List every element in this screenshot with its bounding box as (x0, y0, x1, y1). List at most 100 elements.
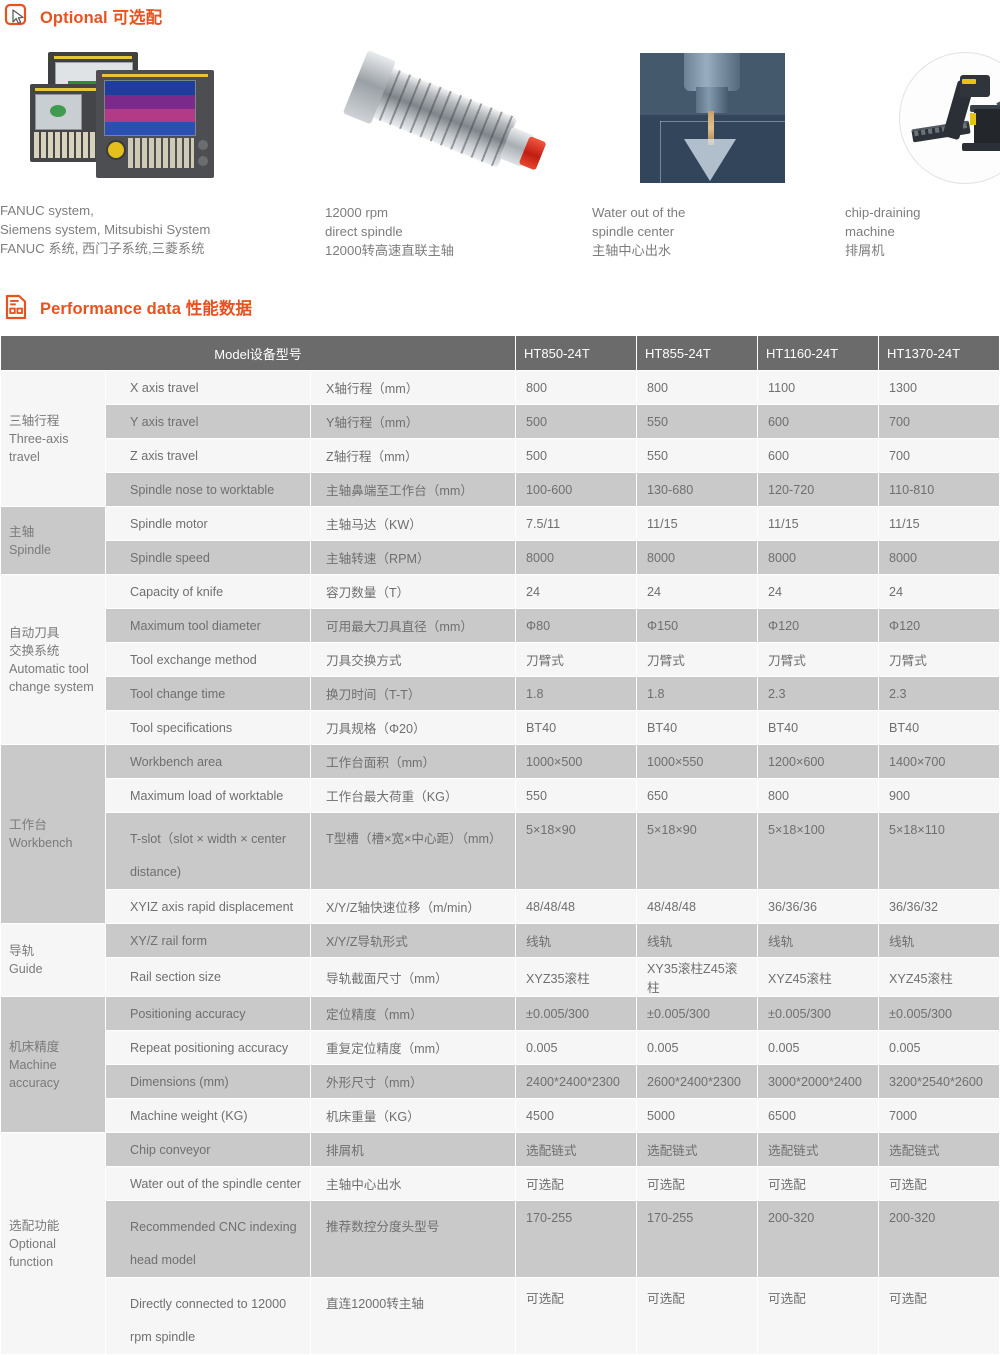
cursor-square-icon (4, 3, 28, 29)
spec-value-1: 550 (636, 404, 759, 439)
spec-label-en: Rail section size (105, 957, 311, 997)
spec-label-en: T-slot（slot × width × center distance) (105, 812, 311, 890)
spec-value-0: 48/48/48 (515, 889, 638, 924)
spec-value-0: 可选配 (515, 1166, 638, 1201)
spec-label-cn: 直连12000转主轴 (309, 1277, 517, 1355)
spec-label-en: Spindle speed (105, 540, 311, 575)
spec-value-3: 24 (878, 574, 1000, 609)
spec-value-2: 1100 (757, 370, 880, 405)
spec-value-2: 选配链式 (757, 1132, 880, 1167)
chip-draining-machine-image (845, 40, 1000, 195)
spec-value-0: 2400*2400*2300 (515, 1064, 638, 1099)
spec-value-1: 24 (636, 574, 759, 609)
model-header: Model设备型号 (0, 335, 517, 371)
column-header-1: HT855-24T (636, 335, 759, 371)
spec-label-en: X axis travel (105, 370, 311, 405)
spec-label-cn: 主轴转速（RPM） (309, 540, 517, 575)
spec-value-1: ±0.005/300 (636, 996, 759, 1031)
spec-value-0: 170-255 (515, 1200, 638, 1278)
spindle-center-water-image (592, 40, 832, 195)
table-row: 导轨 Guide XY/Z rail form X/Y/Z导轨形式 线轨 线轨 线轨 线轨 (0, 923, 1000, 997)
spec-value-0: 选配链式 (515, 1132, 638, 1167)
spec-value-3: 线轨 (878, 923, 1000, 958)
spec-label-cn: 工作台最大荷重（KG） (309, 778, 517, 813)
spec-label-cn: X/Y/Z轴快速位移（m/min） (309, 889, 517, 924)
spec-value-2: 600 (757, 438, 880, 473)
column-header-2: HT1160-24T (757, 335, 880, 371)
spec-label-cn: 换刀时间（T-T） (309, 676, 517, 711)
spec-value-2: 11/15 (757, 506, 880, 541)
spec-value-0: 500 (515, 438, 638, 473)
spec-value-2: 0.005 (757, 1030, 880, 1065)
spec-label-en: XYIZ axis rapid displacement (105, 889, 311, 924)
spec-label-cn: 刀具规格（Φ20） (309, 710, 517, 745)
spec-label-en: Directly connected to 12000 rpm spindle (105, 1277, 311, 1355)
cnc-control-panel-image (0, 40, 240, 195)
spec-label-cn: 容刀数量（T） (309, 574, 517, 609)
spec-value-2: BT40 (757, 710, 880, 745)
spec-value-1: 5000 (636, 1098, 759, 1133)
table-row: 工作台 Workbench Workbench area 工作台面积（mm） 1000… (0, 744, 1000, 924)
table-row: 机床精度 Machine accuracy Positioning accurac… (0, 996, 1000, 1133)
spec-value-1: 2600*2400*2300 (636, 1064, 759, 1099)
spec-value-2: 5×18×100 (757, 812, 880, 890)
spec-value-2: XYZ45滚柱 (757, 957, 880, 997)
spec-label-cn: 外形尺寸（mm） (309, 1064, 517, 1099)
spec-value-2: 6500 (757, 1098, 880, 1133)
table-row: Tool specifications 刀具规格（Φ20） BT40 BT40 BT40… (1, 710, 1000, 745)
spec-label-cn: 定位精度（mm） (309, 996, 517, 1031)
table-row: 选配功能 Optional function Chip conveyor 排屑机 选配… (0, 1132, 1000, 1355)
spec-value-0: 线轨 (515, 923, 638, 958)
table-row: Tool exchange method 刀具交换方式 刀臂式 刀臂式 刀臂式 刀臂式 (1, 642, 1000, 677)
spec-value-1: 线轨 (636, 923, 759, 958)
table-row: Directly connected to 12000 rpm spindle 直… (1, 1277, 1000, 1355)
spec-value-2: 1200×600 (757, 744, 880, 779)
spec-label-cn: X轴行程（mm） (309, 370, 517, 405)
spec-value-3: 11/15 (878, 506, 1000, 541)
spec-value-1: XY35滚柱Z45滚柱 (636, 957, 759, 997)
spec-value-2: 600 (757, 404, 880, 439)
spec-value-2: 120-720 (757, 472, 880, 507)
spec-value-1: Φ150 (636, 608, 759, 643)
spec-label-en: Z axis travel (105, 438, 311, 473)
table-header-row: Model设备型号 HT850-24T HT855-24T HT1160-24T… (0, 335, 1000, 371)
spec-value-0: 24 (515, 574, 638, 609)
spec-label-cn: 工作台面积（mm） (309, 744, 517, 779)
spec-label-cn: 主轴马达（KW） (309, 506, 517, 541)
spec-label-en: Recommended CNC indexing head model (105, 1200, 311, 1278)
spec-value-3: 选配链式 (878, 1132, 1000, 1167)
spec-value-0: 7.5/11 (515, 506, 638, 541)
table-row: Water out of the spindle center 主轴中心出水 可选配… (1, 1166, 1000, 1201)
category-cell: 选配功能 Optional function (0, 1132, 106, 1355)
spec-sheet-page: Optional 可选配 FANUC system, Siemens syste… (0, 3, 1000, 1355)
card-caption: chip-draining machine 排屑机 (845, 205, 921, 258)
spec-label-en: Tool exchange method (105, 642, 311, 677)
spec-value-3: 2.3 (878, 676, 1000, 711)
table-row: 三轴行程 Three-axis travel X axis travel X轴行程（… (0, 370, 1000, 507)
spec-value-0: 0.005 (515, 1030, 638, 1065)
table-row: Z axis travel Z轴行程（mm） 500 550 600 700 (1, 438, 1000, 473)
spec-value-3: 200-320 (878, 1200, 1000, 1278)
spec-label-en: Tool change time (105, 676, 311, 711)
spec-value-2: 可选配 (757, 1277, 880, 1355)
category-cell: 主轴 Spindle (0, 506, 106, 575)
column-header-0: HT850-24T (515, 335, 638, 371)
spec-label-cn: 主轴鼻端至工作台（mm） (309, 472, 517, 507)
spec-value-1: 0.005 (636, 1030, 759, 1065)
table-row: Maximum tool diameter 可用最大刀具直径（mm） Φ80 Φ150… (1, 608, 1000, 643)
spec-value-0: 1000×500 (515, 744, 638, 779)
table-row: Maximum load of worktable 工作台最大荷重（KG） 550 6… (1, 778, 1000, 813)
table-row: Dimensions (mm) 外形尺寸（mm） 2400*2400*2300 260… (1, 1064, 1000, 1099)
optional-card: chip-draining machine 排屑机 (845, 40, 1000, 260)
performance-section-heading: Performance data 性能数据 (4, 294, 252, 320)
spec-value-1: 1000×550 (636, 744, 759, 779)
spec-value-1: 8000 (636, 540, 759, 575)
spec-label-cn: 刀具交换方式 (309, 642, 517, 677)
spec-label-cn: 重复定位精度（mm） (309, 1030, 517, 1065)
spec-value-3: 可选配 (878, 1166, 1000, 1201)
spec-label-en: Dimensions (mm) (105, 1064, 311, 1099)
card-caption: FANUC system, Siemens system, Mitsubishi… (0, 203, 211, 256)
spec-label-en: Tool specifications (105, 710, 311, 745)
spec-value-0: 刀臂式 (515, 642, 638, 677)
category-cell: 三轴行程 Three-axis travel (0, 370, 106, 507)
